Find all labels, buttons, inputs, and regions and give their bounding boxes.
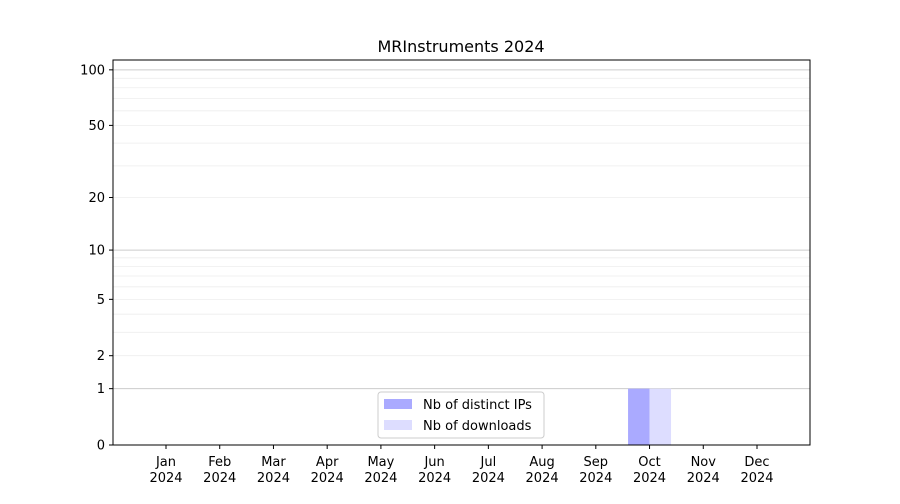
bar-ips: [628, 388, 650, 445]
chart-title: MRInstruments 2024: [377, 37, 544, 56]
x-tick-label: Aug 2024: [526, 455, 559, 486]
y-tick-label: 20: [88, 191, 105, 206]
x-tick-label: Sep 2024: [579, 455, 612, 486]
x-tick-label: Jun 2024: [418, 455, 451, 486]
x-tick-label: Feb 2024: [203, 455, 236, 486]
x-tick-label: Apr 2024: [311, 455, 344, 486]
plot-frame: [112, 59, 811, 446]
y-tick-label: 10: [88, 244, 105, 259]
x-tick-label: Dec 2024: [740, 455, 773, 486]
legend-swatch-downloads: [384, 420, 412, 430]
x-tick-label: Jul 2024: [472, 455, 505, 486]
x-tick-label: Oct 2024: [633, 455, 666, 486]
y-tick-label: 1: [97, 382, 105, 397]
y-tick-label: 5: [97, 293, 105, 308]
y-tick-label: 100: [80, 63, 105, 78]
x-tick-label: Nov 2024: [687, 455, 720, 486]
legend-frame: [377, 391, 545, 439]
y-tick-label: 2: [97, 349, 105, 364]
x-tick-label: Mar 2024: [257, 455, 290, 486]
y-tick-label: 0: [97, 439, 105, 454]
legend-label-ips: Nb of distinct IPs: [423, 398, 532, 413]
legend-swatch-ips: [384, 399, 412, 409]
y-tick-label: 50: [88, 119, 105, 134]
bar-downloads: [649, 388, 672, 445]
legend-label-downloads: Nb of downloads: [423, 419, 532, 434]
x-tick-label: May 2024: [364, 455, 397, 486]
x-tick-label: Jan 2024: [149, 455, 182, 486]
legend: Nb of distinct IPs Nb of downloads: [377, 391, 545, 439]
